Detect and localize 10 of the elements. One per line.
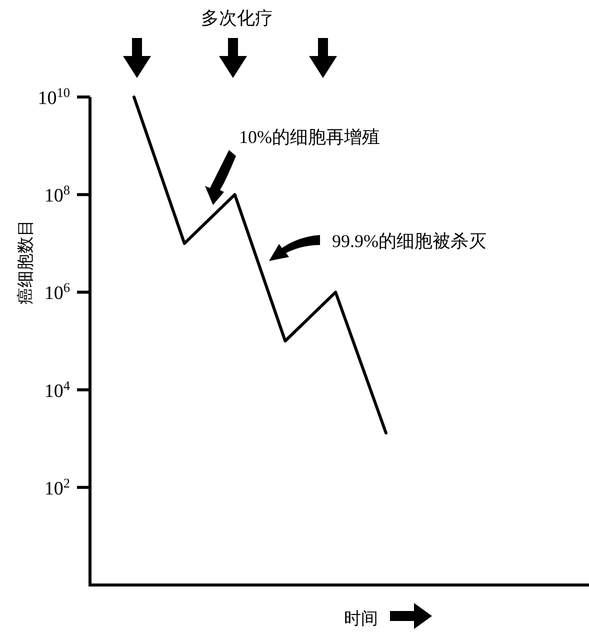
annotation: 99.9%的细胞被杀灭: [332, 231, 486, 251]
annotation: 10%的细胞再增殖: [239, 127, 380, 147]
x-axis-title: 时间: [344, 609, 378, 628]
text: 多次化疗: [201, 8, 273, 28]
y-tick-label: 10$^{6}$: [44, 280, 70, 304]
y-tick-label: 10$^{4}$: [44, 377, 70, 402]
y-tick-label: 10$^{10}$: [38, 84, 70, 109]
y-tick-label: 10$^{8}$: [44, 182, 70, 207]
y-axis-title: 癌细胞数目: [16, 220, 35, 304]
y-tick-label: 10$^{2}$: [44, 474, 70, 500]
